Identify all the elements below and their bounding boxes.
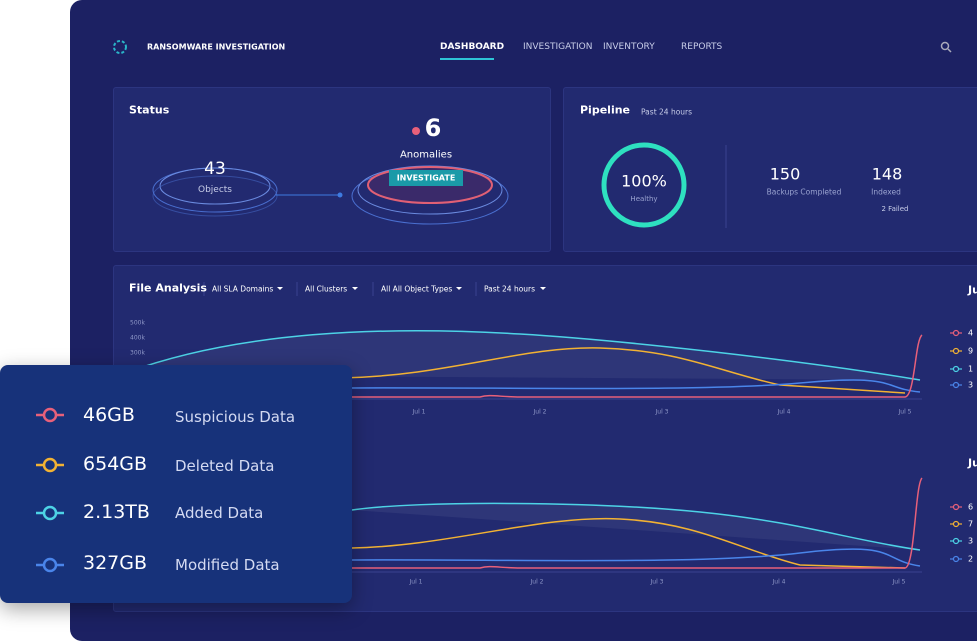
legend-item: 6 <box>968 502 974 512</box>
legend-item: 3 <box>968 380 974 390</box>
alert-dot <box>412 127 420 135</box>
legend-card <box>0 365 352 603</box>
x-label: Jul 5 <box>892 578 906 586</box>
health-label: Healthy <box>630 195 658 203</box>
panel-title: Status <box>129 103 170 117</box>
x-label: Jul 1 <box>409 578 423 586</box>
filter[interactable]: All SLA Domains <box>212 284 274 294</box>
investigate-button[interactable]: INVESTIGATE <box>396 173 456 183</box>
nav-item[interactable]: DASHBOARD <box>440 42 505 52</box>
legend-label: Modified Data <box>175 556 280 574</box>
filter-separators <box>203 282 477 296</box>
legend-value: 327GB <box>83 552 148 574</box>
anomalies-count: 6 <box>424 114 442 142</box>
legend-value: 2.13TB <box>83 501 150 523</box>
x-label: Jul 3 <box>650 578 664 586</box>
legend-item: 4 <box>968 328 974 338</box>
y-label: 400k <box>130 334 145 342</box>
objects-rings <box>152 167 278 217</box>
anomalies-label: Anomalies <box>399 149 453 161</box>
x-label: Jul 2 <box>530 578 544 586</box>
x-label: Jul 4 <box>777 408 791 416</box>
chart-2-lines <box>351 477 923 569</box>
filter-carets <box>277 287 546 290</box>
x-label: Jul 4 <box>772 578 786 586</box>
x-label: Jul 3 <box>655 408 669 416</box>
filter[interactable]: All All Object Types <box>381 284 453 294</box>
y-label: 500k <box>130 319 145 327</box>
legend-item: 2 <box>968 554 974 564</box>
y-label: 300k <box>130 349 145 357</box>
legend-label: Suspicious Data <box>175 408 296 426</box>
x-label: Jul 5 <box>898 408 912 416</box>
stat-label: Backups Completed <box>766 187 842 197</box>
nav-item[interactable]: REPORTS <box>681 42 723 52</box>
objects-count: 43 <box>204 159 226 179</box>
app-title: RANSOMWARE INVESTIGATION <box>147 42 286 52</box>
health-value: 100% <box>621 171 667 191</box>
stat-value: 148 <box>871 164 903 184</box>
x-label: Jul 1 <box>412 408 426 416</box>
investigate-button-bg <box>389 170 463 186</box>
chart-heading: Ju <box>968 283 977 297</box>
legend-item: 9 <box>968 346 974 356</box>
connector-dot <box>337 192 343 198</box>
legend-value: 46GB <box>83 404 135 426</box>
legend-label: Deleted Data <box>175 457 275 475</box>
filter[interactable]: Past 24 hours <box>484 284 536 294</box>
filter[interactable]: All Clusters <box>305 284 348 294</box>
nav-item[interactable]: INVENTORY <box>603 42 655 52</box>
health-ring <box>601 142 687 228</box>
chart-legend-icons <box>950 329 962 563</box>
legend-label: Added Data <box>175 504 264 522</box>
legend-value: 654GB <box>83 453 148 475</box>
nav-item[interactable]: INVESTIGATION <box>523 42 593 52</box>
stat-label: Indexed <box>871 187 901 197</box>
panel-title: Pipeline <box>580 103 630 117</box>
legend-item: 7 <box>968 519 974 529</box>
stat-value: 150 <box>769 164 801 184</box>
pipeline-period: Past 24 hours <box>641 107 693 117</box>
legend-item: 3 <box>968 536 974 546</box>
search-icon <box>940 41 952 53</box>
logo <box>113 40 127 54</box>
stat-note: 2 Failed <box>881 205 909 213</box>
panel-title: File Analysis <box>129 281 207 295</box>
status-panel <box>113 87 551 252</box>
chart-heading: Ju <box>968 456 977 470</box>
legend-item: 1 <box>968 364 974 374</box>
objects-label: Objects <box>197 185 233 195</box>
x-label: Jul 2 <box>533 408 547 416</box>
